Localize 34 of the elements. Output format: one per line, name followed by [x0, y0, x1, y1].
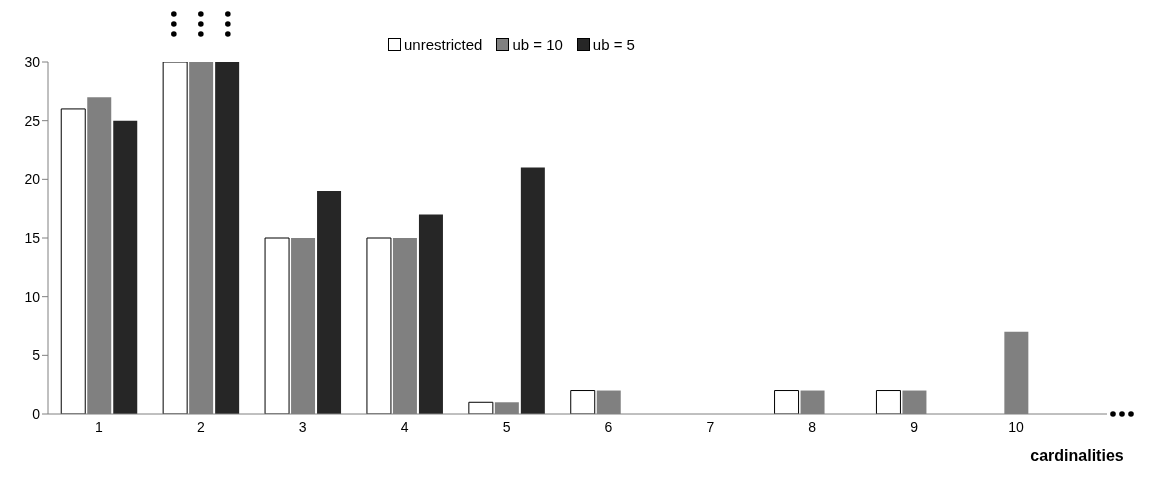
- bar: [875, 390, 901, 414]
- y-tick-label: 25: [24, 112, 41, 129]
- x-tick-label: 10: [1008, 418, 1025, 435]
- x-tick-label: 9: [910, 418, 919, 435]
- legend-label: ub = 5: [592, 36, 635, 53]
- bar: [418, 214, 443, 414]
- bar: [774, 390, 800, 414]
- bar: [162, 62, 188, 414]
- bar: [468, 401, 494, 414]
- bar: [520, 167, 545, 414]
- bar: [570, 390, 596, 414]
- y-tick-label: 30: [24, 53, 41, 70]
- y-tick-label: 15: [24, 229, 41, 246]
- x-axis-title: cardinalities: [1030, 447, 1124, 464]
- bar: [264, 237, 290, 414]
- bar: [113, 120, 138, 414]
- legend-label: ub = 10: [512, 36, 563, 53]
- y-tick-label: 10: [24, 288, 41, 305]
- x-tick-label: 6: [604, 418, 613, 435]
- y-tick-label: 20: [24, 171, 41, 188]
- bar: [366, 237, 392, 414]
- bar: [60, 108, 86, 414]
- y-tick-label: 5: [32, 347, 41, 364]
- x-tick-label: 5: [502, 418, 511, 435]
- bar: [317, 191, 342, 414]
- x-tick-label: 4: [400, 418, 409, 435]
- x-tick-label: 8: [808, 418, 817, 435]
- x-tick-label: 1: [95, 418, 104, 435]
- x-tick-label: 3: [298, 418, 307, 435]
- bar: [215, 62, 240, 414]
- y-tick-label: 0: [32, 405, 41, 422]
- x-tick-label: 7: [706, 418, 715, 435]
- legend-label: unrestricted: [404, 36, 483, 53]
- x-tick-label: 2: [196, 418, 205, 435]
